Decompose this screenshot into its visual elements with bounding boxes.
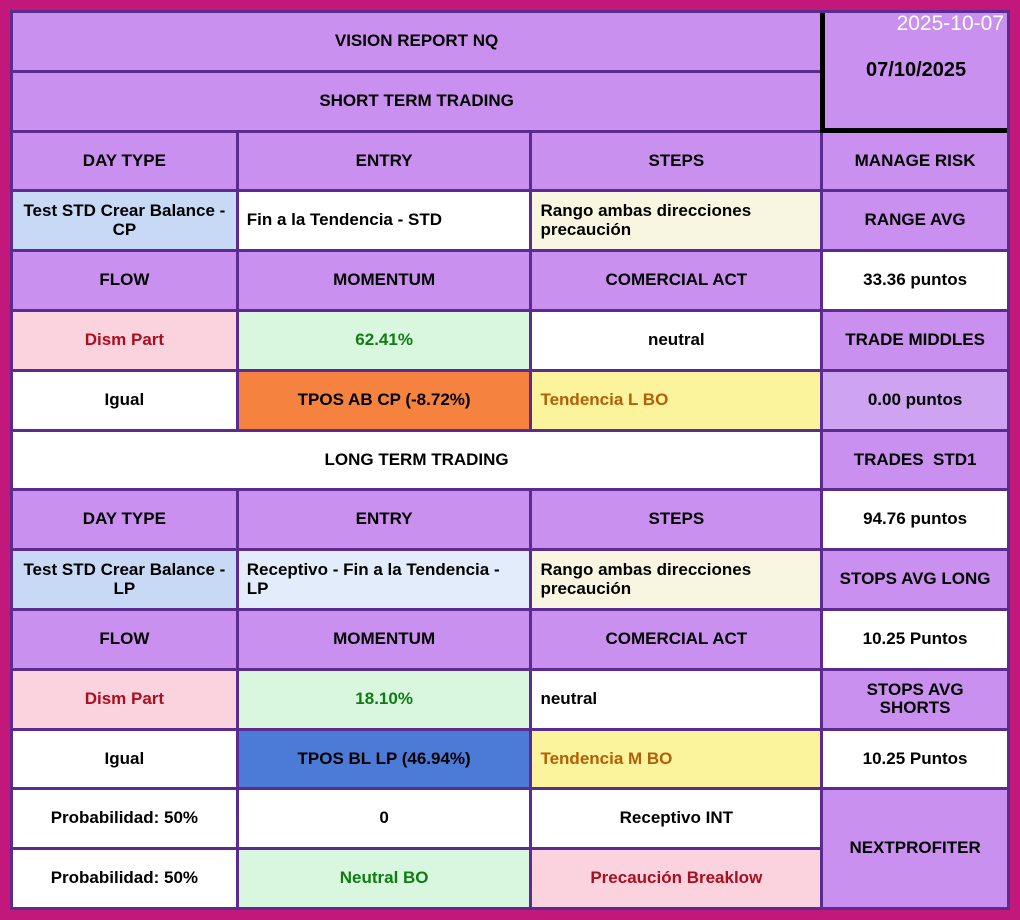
entry-value-lt: Receptivo - Fin a la Tendencia - LP [238, 551, 530, 608]
momentum-header-lt: MOMENTUM [238, 610, 530, 668]
comercial-act-value-lt: neutral [532, 670, 821, 728]
steps-header-st: STEPS [532, 132, 821, 190]
probabilidad-row2: Probabilidad: 50% [13, 850, 236, 907]
section-long-term: LONG TERM TRADING [13, 431, 821, 489]
receptivo-int-value: Receptivo INT [532, 790, 821, 848]
manage-risk-header: MANAGE RISK [823, 132, 1007, 190]
momentum-int-value: 0 [238, 790, 530, 848]
timestamp-overlay: 2025-10-07 [896, 12, 1004, 35]
day-type-value-lt: Test STD Crear Balance - LP [13, 551, 236, 608]
flow-state-st: Igual [13, 371, 236, 429]
report-title: VISION REPORT NQ [13, 13, 821, 70]
steps-header-lt: STEPS [532, 491, 821, 549]
flow-value-lt: Dism Part [13, 670, 236, 728]
tendencia-value-st: Tendencia L BO [532, 371, 821, 429]
range-avg-header: RANGE AVG [823, 192, 1007, 250]
comercial-act-header-st: COMERCIAL ACT [532, 252, 821, 309]
flow-value-st: Dism Part [13, 311, 236, 369]
trades-std1-value: 94.76 puntos [823, 491, 1007, 549]
steps-value-st: Rango ambas direcciones precaución [532, 192, 821, 250]
stops-avg-shorts-value: 10.25 Puntos [823, 730, 1007, 788]
trades-std1-header: TRADES STD1 [823, 431, 1007, 489]
range-avg-value: 33.36 puntos [823, 252, 1007, 309]
probabilidad-row1: Probabilidad: 50% [13, 790, 236, 848]
flow-header-st: FLOW [13, 252, 236, 309]
flow-header-lt: FLOW [13, 610, 236, 668]
report-grid: VISION REPORT NQ 07/10/2025 SHORT TERM TRA… [10, 10, 1010, 910]
stops-avg-long-header: STOPS AVG LONG [823, 551, 1007, 608]
day-type-value-st: Test STD Crear Balance - CP [13, 192, 236, 250]
momentum-value-st: 62.41% [238, 311, 530, 369]
momentum-header-st: MOMENTUM [238, 252, 530, 309]
date-cell: 07/10/2025 [820, 13, 1007, 133]
nextprofiter-brand: NEXTPROFITER [823, 790, 1007, 907]
precaucion-breaklow-value: Precaución Breaklow [532, 850, 821, 907]
neutral-bo-value: Neutral BO [238, 850, 530, 907]
momentum-value-lt: 18.10% [238, 670, 530, 728]
day-type-header-st: DAY TYPE [13, 132, 236, 190]
entry-header-st: ENTRY [238, 132, 530, 190]
stops-avg-shorts-header: STOPS AVG SHORTS [823, 670, 1007, 728]
stops-avg-long-value: 10.25 Puntos [823, 610, 1007, 668]
trade-middles-value: 0.00 puntos [823, 371, 1007, 429]
tendencia-value-lt: Tendencia M BO [532, 730, 821, 788]
section-short-term: SHORT TERM TRADING [13, 72, 821, 130]
trade-middles-header: TRADE MIDDLES [823, 311, 1007, 369]
comercial-act-header-lt: COMERCIAL ACT [532, 610, 821, 668]
flow-state-lt: Igual [13, 730, 236, 788]
entry-header-lt: ENTRY [238, 491, 530, 549]
tpos-value-lt: TPOS BL LP (46.94%) [238, 730, 530, 788]
tpos-value-st: TPOS AB CP (-8.72%) [238, 371, 530, 429]
day-type-header-lt: DAY TYPE [13, 491, 236, 549]
comercial-act-value-st: neutral [532, 311, 821, 369]
entry-value-st: Fin a la Tendencia - STD [238, 192, 530, 250]
steps-value-lt: Rango ambas direcciones precaución [532, 551, 821, 608]
